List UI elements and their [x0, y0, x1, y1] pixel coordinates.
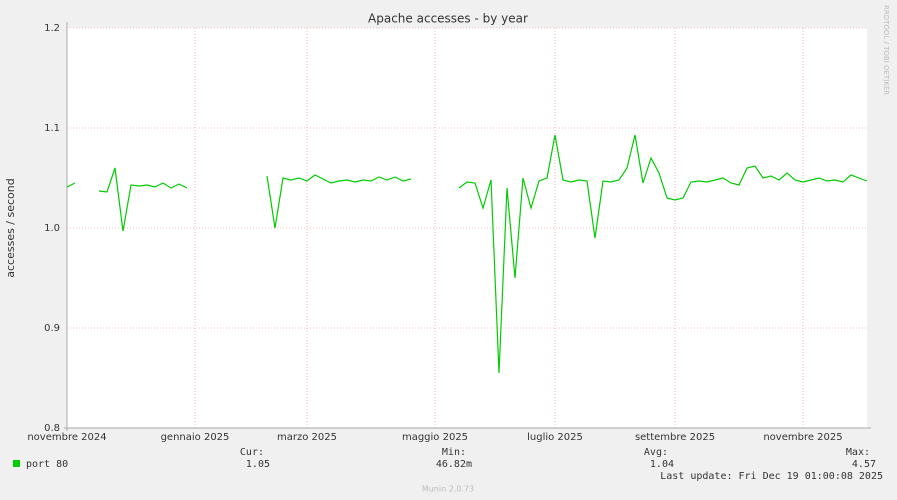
- stat-label: Max:: [846, 447, 870, 458]
- x-tick-label: gennaio 2025: [161, 432, 230, 443]
- y-axis-label: accesses / second: [4, 178, 17, 278]
- chart-title: Apache accesses - by year: [368, 12, 528, 26]
- watermark: RRDTOOL / TOBI OETIKER: [882, 5, 890, 95]
- x-tick-label: marzo 2025: [277, 432, 337, 443]
- y-tick-label: 1.1: [44, 123, 60, 134]
- footer: Munin 2.0.73: [422, 485, 474, 494]
- y-tick-label: 1.0: [44, 223, 60, 234]
- stat-value: 46.82m: [436, 459, 472, 470]
- stat-value: 1.04: [650, 459, 674, 470]
- x-tick-label: novembre 2024: [27, 432, 106, 443]
- x-tick-label: novembre 2025: [763, 432, 842, 443]
- x-tick-label: maggio 2025: [402, 432, 468, 443]
- stat-label: Avg:: [644, 447, 668, 458]
- stat-label: Cur:: [240, 447, 264, 458]
- y-tick-label: 0.8: [44, 423, 60, 434]
- stat-label: Min:: [442, 447, 466, 458]
- x-tick-label: luglio 2025: [527, 432, 583, 443]
- stat-value: 4.57: [852, 459, 876, 470]
- x-tick-label: settembre 2025: [635, 432, 715, 443]
- series-line: [66, 134, 868, 374]
- legend-label: port 80: [26, 459, 68, 470]
- legend-swatch: [13, 460, 20, 467]
- y-tick-label: 0.9: [44, 323, 60, 334]
- stat-value: 1.05: [246, 459, 270, 470]
- last-update: Last update: Fri Dec 19 01:00:08 2025: [660, 471, 883, 482]
- y-tick-label: 1.2: [44, 23, 60, 34]
